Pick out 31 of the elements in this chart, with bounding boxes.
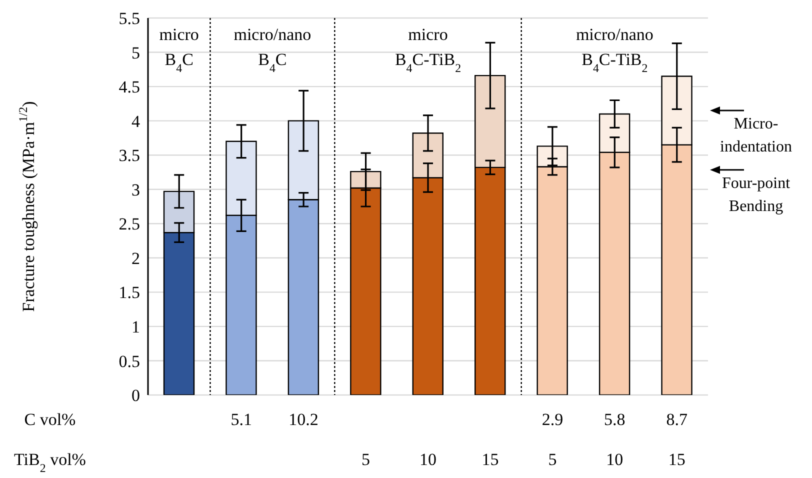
text: 10	[420, 450, 436, 469]
text: 5	[548, 450, 557, 469]
y-tick-label: 2	[132, 248, 140, 268]
text: C vol%	[24, 410, 76, 429]
y-tick-label: 0	[132, 386, 140, 406]
y-tick-label: 5	[132, 43, 140, 62]
text: 10	[606, 450, 624, 469]
text: 5.8	[604, 410, 626, 429]
text: 5	[362, 450, 370, 469]
y-tick-label: 1.5	[118, 283, 140, 302]
text: 5.1	[230, 410, 252, 429]
text: TiB$_{2}$ vol%	[14, 450, 86, 475]
text: 15	[668, 450, 686, 469]
annotation: micro B$_{4}$C-TiB$_{2}$	[394, 25, 462, 75]
legend-label: Four-point Bending	[722, 174, 791, 215]
annotation: micro/nano B$_{4}$C-TiB$_{2}$	[576, 25, 654, 75]
y-tick-label: 4	[132, 112, 140, 131]
annotation: micro B$_{4}$C	[159, 25, 199, 75]
y-tick-label: 4.5	[118, 78, 140, 97]
text: 8.7	[666, 410, 688, 429]
legend-label: Micro-indentation	[720, 116, 792, 156]
annotation: micro/nano B$_{4}$C	[234, 25, 312, 75]
text: 15	[482, 450, 499, 469]
text: 10.2	[288, 410, 318, 429]
y-tick-label: 3	[132, 180, 140, 200]
text: 2.9	[542, 410, 564, 429]
y-tick-label: 5.5	[118, 9, 140, 28]
y-tick-label: 0.5	[118, 352, 140, 371]
y-tick-label: 1	[132, 317, 140, 336]
y-tick-label: 2.5	[118, 214, 140, 234]
y-tick-label: 3.5	[118, 146, 140, 166]
